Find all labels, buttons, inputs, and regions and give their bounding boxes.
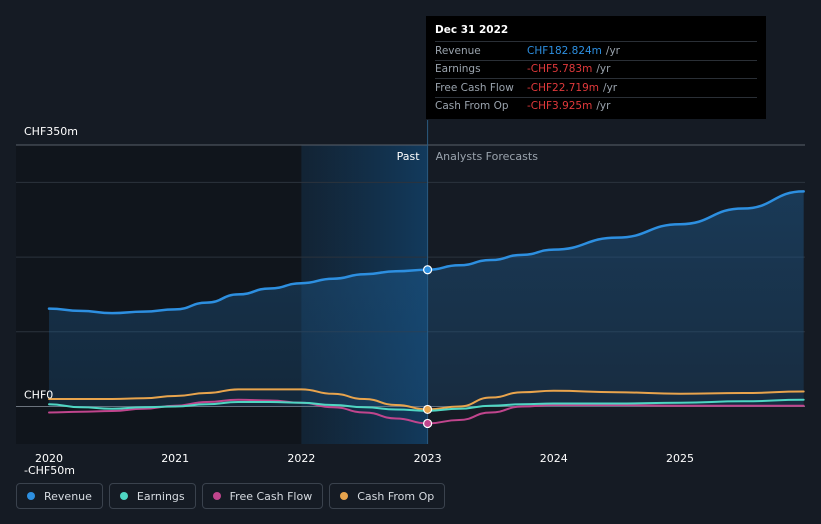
hover-markers xyxy=(423,265,433,429)
legend-dot-icon xyxy=(27,492,35,500)
tooltip-value: -CHF22.719m xyxy=(527,81,600,94)
legend: Revenue Earnings Free Cash Flow Cash Fro… xyxy=(16,483,446,511)
x-axis-label: 2022 xyxy=(287,452,315,465)
tooltip-label: Free Cash Flow xyxy=(435,81,514,94)
legend-label: Earnings xyxy=(136,489,185,503)
tooltip-value: -CHF5.783m xyxy=(527,63,593,76)
tooltip-row-free-cash-flow: Free Cash Flow -CHF22.719m /yr xyxy=(435,78,757,97)
legend-item-free-cash-flow[interactable]: Free Cash Flow xyxy=(201,483,324,509)
y-axis-label: CHF0 xyxy=(24,389,53,402)
legend-item-earnings[interactable]: Earnings xyxy=(108,483,196,509)
legend-dot-icon xyxy=(119,492,128,500)
tooltip-row-earnings: Earnings -CHF5.783m /yr xyxy=(435,59,757,79)
tooltip-value: CHF182.824m xyxy=(527,44,602,57)
x-axis-label: 2021 xyxy=(161,452,189,465)
tooltip-unit: /yr xyxy=(605,44,620,57)
legend-label: Cash From Op xyxy=(357,489,435,503)
y-axis-label: -CHF50m xyxy=(24,464,75,477)
series-line-cash-from-op xyxy=(48,388,805,411)
forecast-label: Analysts Forecasts xyxy=(436,150,539,163)
tooltip-label: Earnings xyxy=(435,63,481,76)
legend-dot-icon xyxy=(212,492,221,500)
tooltip-label: Revenue xyxy=(435,44,481,57)
marker-cash-from-op xyxy=(423,404,433,415)
legend-label: Free Cash Flow xyxy=(229,489,313,503)
marker-free-cash-flow xyxy=(423,418,433,429)
tooltip-date: Dec 31 2022 xyxy=(435,24,509,36)
series-line-revenue xyxy=(47,190,805,315)
legend-item-cash-from-op[interactable]: Cash From Op xyxy=(329,483,446,509)
x-axis-label: 2025 xyxy=(666,452,694,465)
legend-dot-icon xyxy=(340,492,349,500)
tooltip-row-cash-from-op: Cash From Op -CHF3.925m /yr xyxy=(435,96,757,116)
past-label: Past xyxy=(397,150,421,163)
legend-label: Revenue xyxy=(44,489,92,503)
tooltip-row-revenue: Revenue CHF182.824m /yr xyxy=(435,41,757,60)
x-axis-label: 2023 xyxy=(414,452,442,465)
marker-revenue xyxy=(423,265,433,275)
revenue-area xyxy=(49,191,804,407)
series-line-free-cash-flow xyxy=(48,398,805,425)
tooltip-unit: /yr xyxy=(596,100,611,113)
legend-item-revenue[interactable]: Revenue xyxy=(16,483,103,509)
tooltip-unit: /yr xyxy=(603,81,618,94)
tooltip-unit: /yr xyxy=(596,63,611,76)
tooltip-value: -CHF3.925m xyxy=(527,100,593,113)
series-lines xyxy=(47,190,805,425)
x-axis-label: 2020 xyxy=(35,452,63,465)
y-axis-label: CHF350m xyxy=(24,125,78,138)
x-axis-label: 2024 xyxy=(540,452,568,465)
tooltip-label: Cash From Op xyxy=(435,100,509,113)
series-line-earnings xyxy=(48,398,805,412)
tooltip: Dec 31 2022 Revenue CHF182.824m /yr Earn… xyxy=(426,16,766,119)
